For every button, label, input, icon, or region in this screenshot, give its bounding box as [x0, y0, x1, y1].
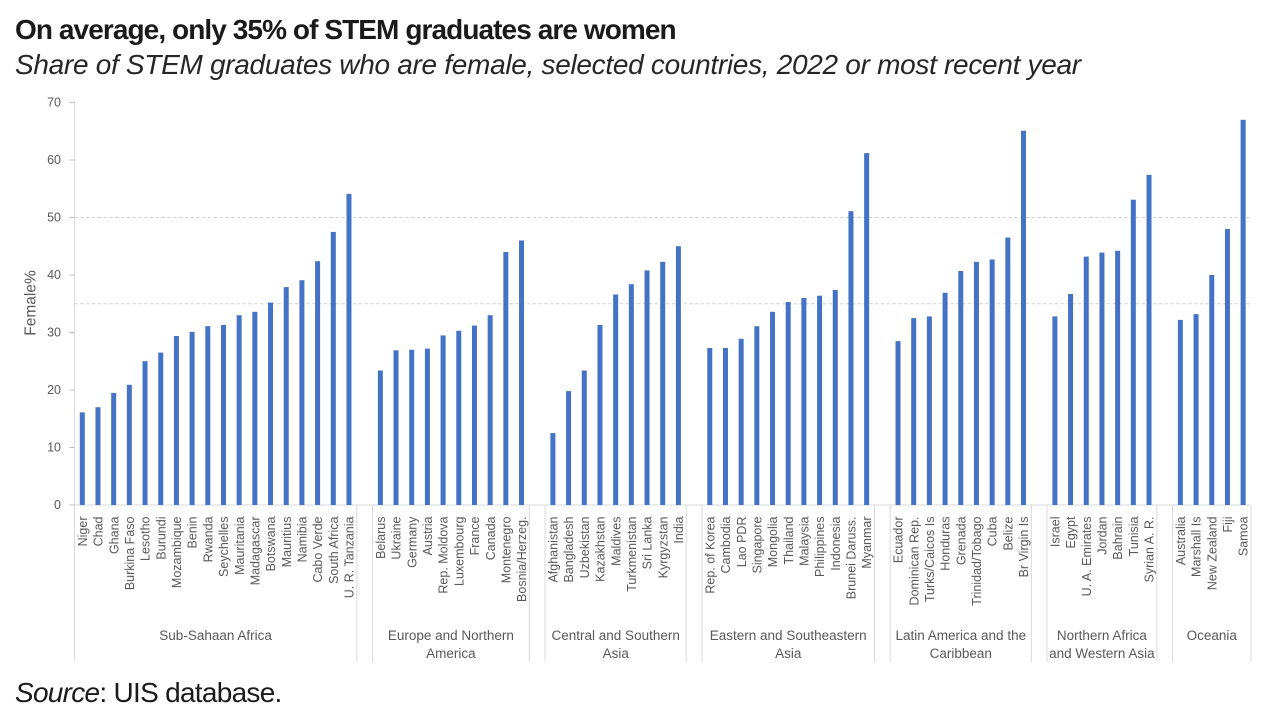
svg-text:Kazakhstan: Kazakhstan: [594, 516, 608, 581]
svg-text:South Africa: South Africa: [327, 516, 341, 583]
svg-text:Niger: Niger: [76, 517, 90, 547]
svg-text:Burkina Faso: Burkina Faso: [123, 516, 137, 590]
svg-text:Dominican Rep.: Dominican Rep.: [907, 517, 921, 606]
svg-text:Bangladesh: Bangladesh: [562, 516, 576, 582]
svg-text:Samoa: Samoa: [1237, 516, 1251, 556]
svg-text:Ecuador: Ecuador: [892, 517, 906, 564]
svg-text:Belize: Belize: [1001, 516, 1015, 550]
svg-text:and Western Asia: and Western Asia: [1049, 646, 1155, 661]
svg-text:20: 20: [47, 383, 61, 397]
svg-text:Syrian A. R.: Syrian A. R.: [1143, 517, 1157, 583]
svg-text:Turkmenistan: Turkmenistan: [625, 516, 639, 591]
svg-text:Thailand: Thailand: [782, 516, 796, 564]
svg-text:Mozambique: Mozambique: [170, 516, 184, 588]
svg-text:Sri Lanka: Sri Lanka: [641, 516, 655, 569]
svg-text:Mauritius: Mauritius: [280, 517, 294, 568]
svg-text:U. R. Tanzania: U. R. Tanzania: [343, 516, 357, 598]
svg-text:Namibia: Namibia: [296, 516, 310, 562]
svg-text:Australia: Australia: [1174, 516, 1188, 565]
svg-text:America: America: [426, 646, 476, 661]
svg-text:Botswana: Botswana: [264, 516, 278, 571]
svg-text:Caribbean: Caribbean: [930, 646, 992, 661]
svg-text:Central and Southern: Central and Southern: [552, 628, 680, 643]
svg-text:Mauritania: Mauritania: [233, 516, 247, 574]
svg-text:Brunei Daruss.: Brunei Daruss.: [845, 517, 859, 600]
svg-text:Sub-Sahaan Africa: Sub-Sahaan Africa: [159, 628, 272, 643]
svg-text:Bahrain: Bahrain: [1111, 516, 1125, 559]
svg-text:Lesotho: Lesotho: [139, 516, 153, 561]
svg-text:Fiji: Fiji: [1221, 517, 1235, 533]
svg-text:40: 40: [47, 268, 61, 282]
svg-text:Afghanistan: Afghanistan: [547, 516, 561, 582]
svg-text:Asia: Asia: [775, 646, 802, 661]
svg-text:Female%: Female%: [23, 270, 40, 336]
svg-text:Chad: Chad: [92, 516, 106, 546]
svg-text:Maldives: Maldives: [609, 517, 623, 566]
svg-text:Ghana: Ghana: [107, 516, 121, 554]
svg-text:Belarus: Belarus: [374, 517, 388, 559]
svg-text:Kyrgyzstan: Kyrgyzstan: [656, 516, 670, 578]
svg-text:Luxembourg: Luxembourg: [452, 516, 466, 586]
svg-text:Oceania: Oceania: [1187, 628, 1238, 643]
svg-text:Turks/Caicos Is: Turks/Caicos Is: [923, 517, 937, 603]
svg-text:Europe and Northern: Europe and Northern: [388, 628, 514, 643]
svg-text:Cuba: Cuba: [986, 516, 1000, 546]
svg-text:Marshall Is: Marshall Is: [1190, 517, 1204, 577]
svg-text:Myanmar: Myanmar: [860, 517, 874, 569]
svg-text:Mongolia: Mongolia: [766, 516, 780, 567]
svg-text:Egypt: Egypt: [1064, 516, 1078, 548]
svg-text:Burundi: Burundi: [154, 517, 168, 560]
svg-text:Montenegro: Montenegro: [499, 516, 513, 583]
svg-text:Latin America and the: Latin America and the: [896, 628, 1027, 643]
svg-text:Bosnia/Herzeg.: Bosnia/Herzeg.: [515, 517, 529, 602]
svg-text:Eastern and Southeastern: Eastern and Southeastern: [710, 628, 867, 643]
svg-text:50: 50: [47, 211, 61, 225]
svg-text:Germany: Germany: [405, 516, 419, 568]
svg-text:10: 10: [47, 441, 61, 455]
svg-text:Northern Africa: Northern Africa: [1057, 628, 1148, 643]
svg-text:0: 0: [54, 498, 61, 512]
svg-text:Tunisia: Tunisia: [1127, 516, 1141, 556]
svg-text:Cambodia: Cambodia: [719, 516, 733, 573]
svg-text:70: 70: [47, 96, 61, 110]
svg-text:Uzbekistan: Uzbekistan: [578, 516, 592, 578]
svg-text:U. A. Emirates: U. A. Emirates: [1080, 517, 1094, 597]
svg-text:60: 60: [47, 153, 61, 167]
svg-text:Lao PDR: Lao PDR: [735, 517, 749, 568]
svg-text:Seychelles: Seychelles: [217, 517, 231, 577]
svg-text:Ukraine: Ukraine: [390, 516, 404, 559]
svg-text:Singapore: Singapore: [750, 516, 764, 573]
svg-text:Asia: Asia: [603, 646, 630, 661]
svg-text:New Zealand: New Zealand: [1205, 516, 1219, 590]
svg-text:Jordan: Jordan: [1096, 516, 1110, 554]
svg-text:Trinidad/Tobago: Trinidad/Tobago: [970, 516, 984, 605]
svg-text:30: 30: [47, 326, 61, 340]
svg-text:France: France: [468, 516, 482, 555]
svg-text:Madagascar: Madagascar: [248, 517, 262, 586]
svg-text:Rwanda: Rwanda: [201, 516, 215, 562]
svg-text:Israel: Israel: [1048, 517, 1062, 548]
svg-text:Malaysia: Malaysia: [798, 516, 812, 565]
svg-text:Philippines: Philippines: [813, 517, 827, 577]
svg-text:Rep. Moldova: Rep. Moldova: [437, 516, 451, 593]
svg-text:Cabo Verde: Cabo Verde: [311, 516, 325, 582]
svg-text:Benin: Benin: [186, 516, 200, 548]
svg-text:Honduras: Honduras: [939, 517, 953, 571]
svg-text:Austria: Austria: [421, 516, 435, 555]
svg-text:Indonesia: Indonesia: [829, 516, 843, 570]
svg-text:India: India: [672, 516, 686, 543]
svg-text:Rep. of Korea: Rep. of Korea: [703, 516, 717, 593]
svg-text:Grenada: Grenada: [954, 516, 968, 565]
svg-text:Br Virgin Is: Br Virgin Is: [1017, 517, 1031, 578]
svg-text:Canada: Canada: [484, 516, 498, 560]
